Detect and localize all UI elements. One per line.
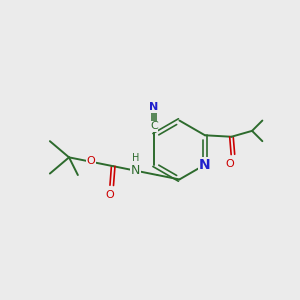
Text: O: O (106, 190, 115, 200)
Text: C: C (150, 122, 158, 131)
Text: H: H (132, 153, 139, 163)
Text: N: N (199, 158, 211, 172)
Text: O: O (87, 156, 95, 166)
Text: O: O (226, 159, 234, 169)
Text: N: N (130, 164, 140, 177)
Text: N: N (149, 102, 159, 112)
